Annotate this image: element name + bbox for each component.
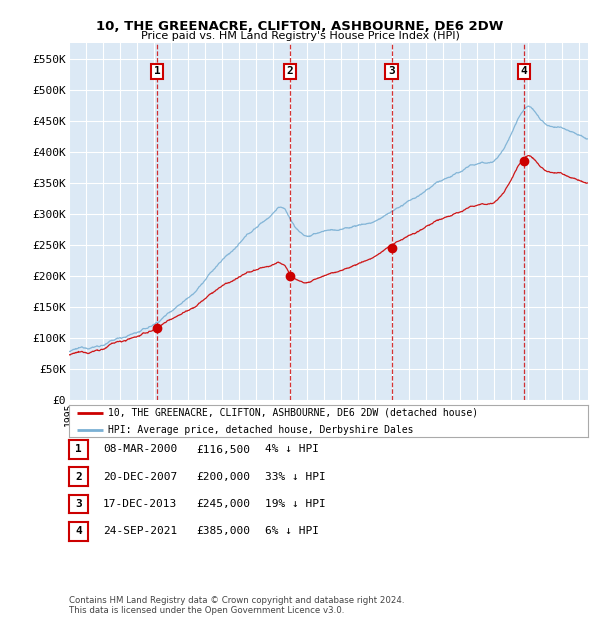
Text: Price paid vs. HM Land Registry's House Price Index (HPI): Price paid vs. HM Land Registry's House … <box>140 31 460 41</box>
Text: 17-DEC-2013: 17-DEC-2013 <box>103 499 178 509</box>
Text: HPI: Average price, detached house, Derbyshire Dales: HPI: Average price, detached house, Derb… <box>108 425 413 435</box>
Text: 1: 1 <box>75 445 82 454</box>
Text: 2: 2 <box>75 472 82 482</box>
Text: 4: 4 <box>520 66 527 76</box>
Text: 2: 2 <box>286 66 293 76</box>
Text: 20-DEC-2007: 20-DEC-2007 <box>103 472 178 482</box>
Text: This data is licensed under the Open Government Licence v3.0.: This data is licensed under the Open Gov… <box>69 606 344 615</box>
Text: 3: 3 <box>388 66 395 76</box>
Text: 1: 1 <box>154 66 161 76</box>
Text: 19% ↓ HPI: 19% ↓ HPI <box>265 499 326 509</box>
Text: 4% ↓ HPI: 4% ↓ HPI <box>265 445 319 454</box>
Text: 10, THE GREENACRE, CLIFTON, ASHBOURNE, DE6 2DW (detached house): 10, THE GREENACRE, CLIFTON, ASHBOURNE, D… <box>108 408 478 418</box>
Text: 33% ↓ HPI: 33% ↓ HPI <box>265 472 326 482</box>
Text: 24-SEP-2021: 24-SEP-2021 <box>103 526 178 536</box>
Text: £385,000: £385,000 <box>196 526 250 536</box>
Text: £245,000: £245,000 <box>196 499 250 509</box>
Text: 6% ↓ HPI: 6% ↓ HPI <box>265 526 319 536</box>
Text: £116,500: £116,500 <box>196 445 250 454</box>
Text: 10, THE GREENACRE, CLIFTON, ASHBOURNE, DE6 2DW: 10, THE GREENACRE, CLIFTON, ASHBOURNE, D… <box>97 20 503 33</box>
Text: 08-MAR-2000: 08-MAR-2000 <box>103 445 178 454</box>
Text: Contains HM Land Registry data © Crown copyright and database right 2024.: Contains HM Land Registry data © Crown c… <box>69 596 404 604</box>
Text: 3: 3 <box>75 499 82 509</box>
Text: 4: 4 <box>75 526 82 536</box>
Text: £200,000: £200,000 <box>196 472 250 482</box>
